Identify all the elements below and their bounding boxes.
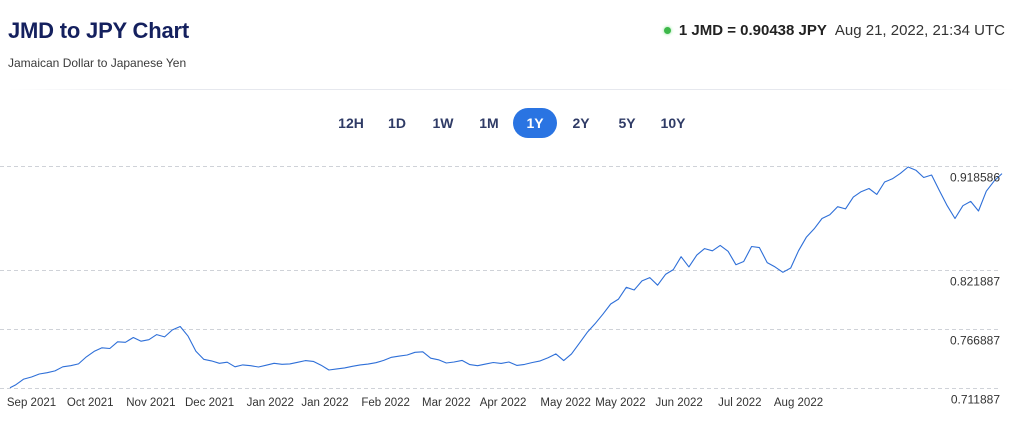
period-tab-1d[interactable]: 1D (388, 115, 406, 131)
period-tab-10y[interactable]: 10Y (660, 115, 686, 131)
x-tick-label: Oct 2021 (67, 397, 114, 409)
live-status-dot (663, 27, 671, 34)
current-rate: 1 JMD = 0.90438 JPY Aug 21, 2022, 21:34 … (663, 22, 1005, 39)
period-selector: 12H 1D 1W 1M 1Y 2Y 5Y 10Y (0, 108, 1024, 138)
x-tick-label: Jun 2022 (655, 397, 702, 409)
period-tab-12h[interactable]: 12H (338, 115, 364, 131)
y-tick-label: 0.766887 (950, 334, 1000, 348)
rate-timestamp: Aug 21, 2022, 21:34 UTC (834, 22, 1005, 39)
rate-value: 1 JMD = 0.90438 JPY (678, 22, 827, 39)
x-tick-label: May 2022 (595, 397, 646, 409)
x-tick-label: Aug 2022 (774, 397, 823, 409)
series-line (9, 166, 1003, 389)
x-tick-label: Sep 2021 (7, 397, 56, 409)
x-tick-label: Feb 2022 (361, 397, 410, 409)
y-tick-label: 0.918586 (950, 171, 1000, 185)
page-title: JMD to JPY Chart (8, 18, 189, 43)
x-tick-label: Jan 2022 (301, 397, 348, 409)
x-tick-label: Jul 2022 (718, 397, 761, 409)
x-tick-label: Dec 2021 (185, 397, 234, 409)
y-tick-label: 0.711887 (951, 393, 1000, 407)
page-subtitle: Jamaican Dollar to Japanese Yen (8, 56, 187, 70)
series-layer (9, 166, 1003, 389)
period-tab-1w[interactable]: 1W (432, 115, 454, 131)
x-tick-label: Jan 2022 (247, 397, 294, 409)
x-tick-label: Apr 2022 (480, 397, 527, 409)
x-tick-label: Nov 2021 (126, 397, 175, 409)
period-tab-2y[interactable]: 2Y (572, 115, 590, 131)
period-tab-5y[interactable]: 5Y (618, 115, 636, 131)
header-divider (8, 89, 1016, 90)
period-tab-1m[interactable]: 1M (479, 115, 499, 131)
y-tick-label: 0.821887 (950, 275, 1000, 289)
grid-lines (0, 166, 1000, 389)
x-tick-label: Mar 2022 (422, 397, 471, 409)
period-tab-1y[interactable]: 1Y (513, 108, 557, 138)
x-tick-label: May 2022 (540, 397, 591, 409)
